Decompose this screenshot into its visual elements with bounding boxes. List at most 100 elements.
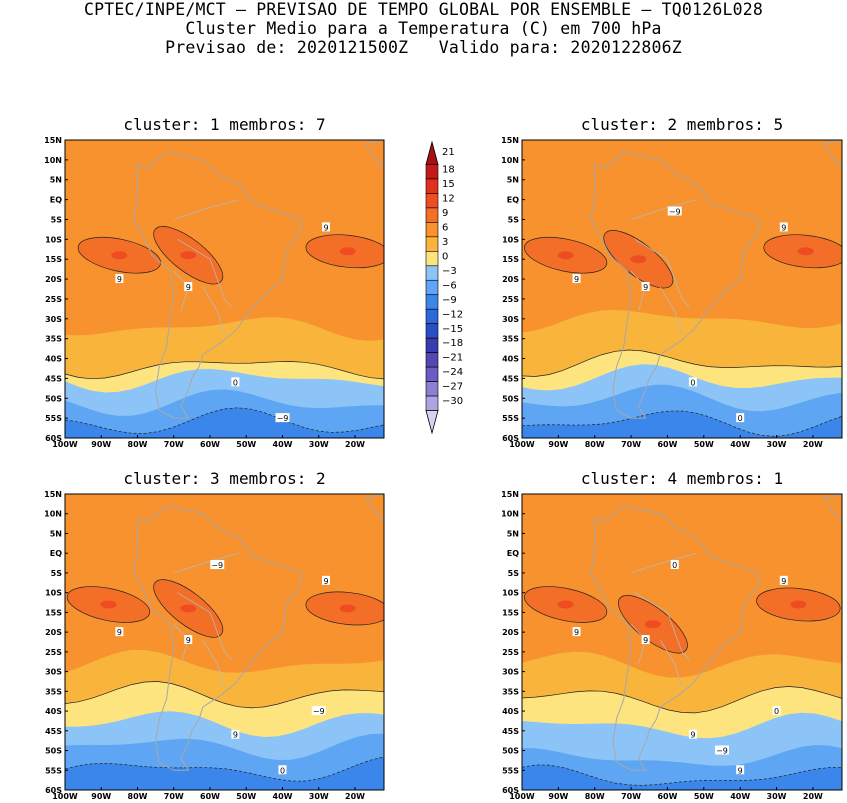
contour-label: 9: [186, 283, 191, 292]
lat-tick-label: 40S: [45, 355, 62, 364]
lat-tick-label: 10S: [45, 235, 62, 244]
lat-tick-label: 40S: [502, 355, 519, 364]
lat-tick-label: 30S: [45, 315, 62, 324]
lat-tick-label: 20S: [502, 628, 519, 637]
colorbar-swatch: [425, 366, 439, 382]
warm-core-center: [100, 600, 117, 609]
africa-coastline: [365, 140, 384, 180]
lat-tick-label: 35S: [502, 335, 519, 344]
warm-core-center: [790, 600, 807, 609]
lat-tick-label: 5N: [50, 176, 62, 185]
contour-label: 0: [233, 378, 238, 387]
map-frame: [521, 493, 843, 791]
temperature-band: [522, 411, 842, 438]
lat-tick-label: 10S: [45, 589, 62, 598]
lat-tick-label: 50S: [45, 747, 62, 756]
lat-tick-label: 60S: [502, 434, 519, 443]
lon-tick-label: 30W: [309, 792, 329, 801]
lat-tick-label: 25S: [45, 648, 62, 657]
colorbar-swatch: [425, 164, 439, 180]
colorbar-swatch: [425, 337, 439, 353]
lon-tick-label: 30W: [767, 440, 787, 449]
lat-tick-label: 10N: [44, 510, 62, 519]
country-border: [173, 199, 240, 220]
lat-tick-label: 50S: [502, 747, 519, 756]
contour-label: 9: [186, 636, 191, 645]
contour-label-box: [322, 222, 330, 232]
header-line-3: Previsao de: 2020121500Z Valido para: 20…: [165, 38, 682, 57]
lat-tick-label: 40S: [45, 707, 62, 716]
contour-label: 9: [323, 577, 328, 586]
colorbar-level-label: 21: [442, 147, 455, 158]
map-frame: [64, 493, 385, 791]
lat-tick-label: 15N: [44, 136, 62, 145]
south-america-coastline: [590, 151, 759, 419]
colorbar-level-label: −30: [442, 396, 463, 407]
lon-tick-label: 20W: [345, 440, 365, 449]
colorbar-swatch: [425, 381, 439, 397]
contour-label-box: [322, 575, 330, 585]
lat-tick-label: 5S: [508, 215, 520, 224]
lat-tick-label: 55S: [502, 766, 519, 775]
colorbar-swatch: [425, 279, 439, 296]
lon-tick-label: 50W: [694, 792, 714, 801]
lat-tick-label: 10S: [502, 235, 519, 244]
lat-tick-label: 5S: [51, 569, 63, 578]
lat-tick-label: 30S: [502, 668, 519, 677]
africa-coastline: [365, 494, 384, 534]
colorbar-level-label: −27: [442, 382, 463, 393]
colorbar-swatch: [425, 222, 439, 238]
lon-tick-label: 30W: [767, 792, 787, 801]
lat-tick-label: 15S: [502, 255, 519, 264]
south-america-coastline: [133, 151, 302, 419]
colorbar-level-label: −21: [442, 353, 463, 364]
colorbar-swatch: [425, 207, 439, 223]
lat-tick-label: 15N: [44, 490, 62, 499]
colorbar-level-label: 18: [442, 165, 455, 176]
lat-tick-label: EQ: [50, 196, 62, 205]
contour-label-box: [688, 377, 697, 387]
contour-label: 9: [690, 731, 695, 740]
contour-label: 0: [280, 766, 285, 775]
warm-core-center: [180, 251, 197, 260]
lat-tick-label: 25S: [502, 648, 519, 657]
colorbar-swatch: [425, 236, 439, 252]
lat-tick-label: 20S: [45, 628, 62, 637]
lat-tick-label: 35S: [45, 335, 62, 344]
lat-tick-label: 45S: [502, 727, 519, 736]
contour-label: 9: [117, 628, 122, 637]
contour-label: −9: [211, 561, 223, 570]
lat-tick-label: 5S: [508, 569, 520, 578]
lat-tick-label: 10N: [44, 156, 62, 165]
colorbar-swatch: [425, 178, 439, 194]
lat-tick-label: 35S: [45, 687, 62, 696]
south-america-coastline: [133, 505, 302, 771]
contour-label-box: [670, 560, 679, 570]
lon-tick-label: 80W: [585, 792, 605, 801]
contour-label: 0: [774, 707, 779, 716]
lon-tick-label: 60W: [657, 792, 677, 801]
panel-title: cluster: 3 membros: 2: [123, 469, 325, 488]
temperature-band: [65, 407, 384, 438]
map-frame: [64, 139, 385, 439]
lon-tick-label: 40W: [273, 440, 293, 449]
contour-label-box: [715, 745, 729, 755]
warm-core-center: [557, 251, 574, 260]
south-america-coastline: [590, 505, 759, 771]
contour-label-box: [779, 222, 788, 232]
colorbar-level-label: −6: [442, 280, 457, 291]
country-border: [202, 286, 225, 335]
country-border: [634, 238, 690, 308]
colorbar-level-label: −9: [442, 295, 457, 306]
lon-tick-label: 90W: [91, 792, 111, 801]
warm-core-center: [339, 604, 356, 613]
contour-label-box: [184, 635, 193, 645]
colorbar-swatch: [425, 294, 439, 310]
lat-tick-label: 60S: [45, 786, 62, 795]
warm-core-center: [111, 251, 128, 260]
contour-label-box: [231, 729, 240, 739]
lon-tick-label: 90W: [91, 440, 111, 449]
lon-tick-label: 20W: [345, 792, 365, 801]
country-border: [659, 639, 683, 688]
